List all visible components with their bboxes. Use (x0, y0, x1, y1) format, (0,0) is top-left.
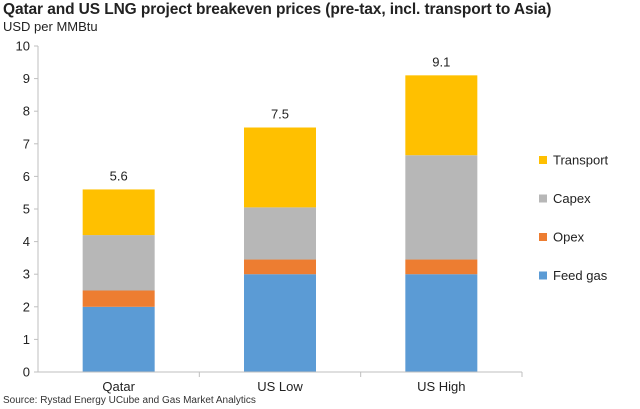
y-tick-label: 2 (23, 299, 30, 314)
bar-segment-opex (244, 259, 316, 275)
bar-segment-feed-gas (405, 274, 478, 372)
bar-segment-feed-gas (244, 274, 316, 372)
chart-title: Qatar and US LNG project breakeven price… (3, 1, 552, 18)
total-label: 7.5 (271, 107, 289, 122)
y-axis: 0 1 2 3 4 5 6 7 8 9 10 (16, 39, 39, 380)
y-tick-label: 0 (23, 365, 30, 380)
total-label: 9.1 (432, 54, 450, 69)
y-tick-label: 8 (23, 104, 30, 119)
legend-label: Opex (553, 230, 585, 245)
bar-segment-capex (405, 155, 478, 260)
bar-segment-opex (405, 259, 478, 275)
bar-segment-capex (82, 235, 155, 291)
source-note: Source: Rystad Energy UCube and Gas Mark… (3, 395, 256, 406)
legend-swatch (539, 194, 547, 203)
legend-label: Capex (553, 191, 591, 206)
total-label: 5.6 (110, 168, 128, 183)
y-tick-label: 4 (23, 234, 30, 249)
x-tick-label: US Low (257, 379, 303, 394)
legend-label: Transport (553, 153, 609, 168)
y-tick-label: 3 (23, 267, 30, 282)
y-tick-label: 5 (23, 202, 30, 217)
y-tick-label: 10 (16, 39, 30, 54)
y-axis-unit-label: USD per MMBtu (3, 19, 98, 34)
bar-segment-feed-gas (82, 306, 155, 372)
legend-swatch (539, 271, 547, 280)
x-tick-label: Qatar (102, 379, 135, 394)
total-labels: 5.6 7.5 9.1 (110, 54, 451, 183)
legend-label: Feed gas (553, 268, 608, 283)
bar-segment-capex (244, 207, 316, 260)
bar-segment-opex (82, 290, 155, 307)
legend-swatch (539, 156, 547, 164)
bar-segment-transport (405, 75, 478, 156)
x-tick-label: US High (417, 379, 465, 394)
bars (82, 75, 478, 372)
y-tick-label: 9 (23, 71, 30, 86)
bar-segment-transport (82, 189, 155, 236)
x-axis: Qatar US Low US High (38, 371, 523, 394)
legend: Transport Capex Opex Feed gas (539, 153, 609, 283)
legend-swatch (539, 233, 547, 241)
y-tick-label: 6 (23, 169, 30, 184)
y-tick-label: 1 (23, 332, 30, 347)
bar-segment-transport (244, 127, 316, 208)
y-tick-label: 7 (23, 136, 30, 151)
